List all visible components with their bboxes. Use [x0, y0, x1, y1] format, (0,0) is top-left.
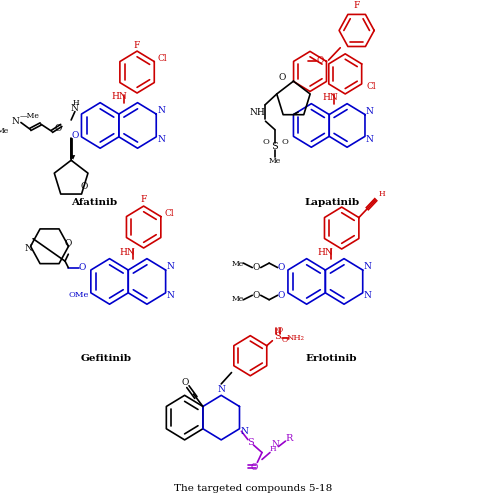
Text: S: S	[247, 438, 254, 447]
Text: O: O	[251, 463, 258, 472]
Text: O: O	[79, 263, 86, 272]
Text: S: S	[271, 142, 278, 152]
Text: N: N	[167, 292, 175, 300]
Text: O: O	[282, 336, 287, 344]
Text: N: N	[271, 440, 279, 449]
Text: N: N	[366, 107, 374, 116]
Text: O: O	[252, 262, 260, 272]
Text: N: N	[70, 104, 79, 112]
Text: N: N	[158, 136, 165, 144]
Text: ▼: ▼	[71, 156, 75, 160]
Text: The targeted compounds 5-18: The targeted compounds 5-18	[174, 484, 332, 493]
Text: —Me: —Me	[20, 112, 40, 120]
Text: O: O	[71, 131, 79, 140]
Text: HN: HN	[318, 248, 334, 258]
Text: R: R	[285, 434, 293, 443]
Text: O: O	[317, 56, 325, 64]
Text: O: O	[252, 292, 260, 300]
Text: H: H	[378, 190, 385, 198]
Text: HN: HN	[120, 248, 136, 258]
Text: N: N	[364, 262, 372, 271]
Text: O: O	[182, 378, 189, 387]
Text: H: H	[270, 444, 277, 452]
Text: F: F	[353, 1, 360, 10]
Text: N: N	[366, 134, 374, 143]
Text: S: S	[274, 332, 281, 342]
Text: Afatinib: Afatinib	[71, 198, 117, 206]
Text: N: N	[167, 262, 175, 271]
Text: N: N	[217, 386, 225, 394]
Text: Lapatinib: Lapatinib	[305, 198, 360, 206]
Text: N: N	[364, 292, 372, 300]
Text: O: O	[278, 73, 285, 82]
Text: O: O	[277, 326, 283, 334]
Text: Me: Me	[232, 296, 244, 304]
Text: O: O	[277, 263, 285, 272]
Text: Me: Me	[269, 158, 281, 166]
Text: O: O	[263, 138, 270, 146]
Text: Me: Me	[232, 260, 244, 268]
Text: Cl: Cl	[165, 208, 174, 218]
Text: HN: HN	[322, 93, 338, 102]
Text: N: N	[158, 106, 165, 115]
Text: N: N	[241, 427, 248, 436]
Text: O: O	[81, 182, 88, 191]
Text: OMe: OMe	[69, 292, 89, 300]
Text: N: N	[11, 117, 19, 126]
Text: Cl: Cl	[157, 54, 167, 62]
Text: O: O	[54, 124, 61, 134]
Text: NH: NH	[249, 108, 265, 118]
Text: Cl: Cl	[366, 82, 376, 91]
Text: F: F	[141, 195, 147, 204]
Text: N: N	[25, 244, 33, 253]
Text: F: F	[134, 40, 140, 50]
Text: HN: HN	[112, 92, 127, 102]
Text: NH₂: NH₂	[287, 334, 305, 342]
Text: H: H	[73, 99, 79, 107]
Text: Me: Me	[0, 128, 9, 136]
Text: O: O	[277, 291, 285, 300]
Text: O: O	[65, 240, 72, 248]
Text: O: O	[281, 138, 288, 146]
Text: Gefitinib: Gefitinib	[81, 354, 132, 362]
Text: Erlotinib: Erlotinib	[306, 354, 357, 362]
